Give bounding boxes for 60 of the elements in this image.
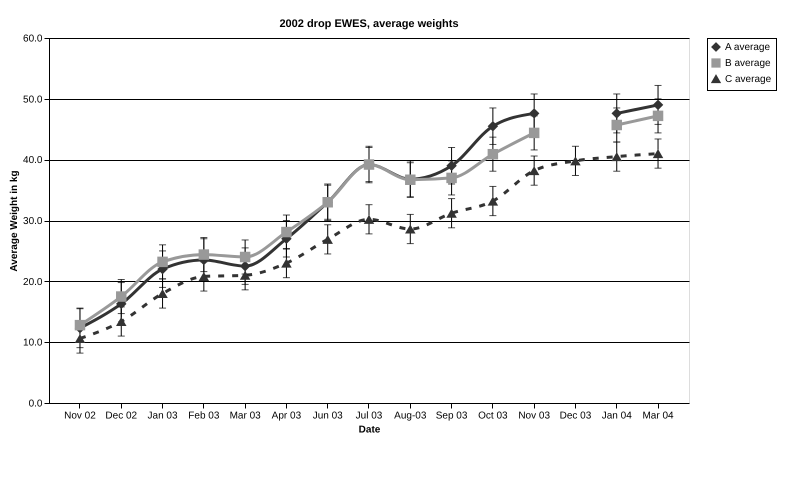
point xyxy=(488,148,498,160)
point xyxy=(240,252,250,262)
point xyxy=(198,249,210,260)
point xyxy=(157,256,168,268)
point xyxy=(528,108,540,119)
x-tick-label: Aug-03 xyxy=(394,410,427,422)
point xyxy=(198,272,210,282)
x-tick-label: Jul 03 xyxy=(356,410,383,422)
point xyxy=(612,108,622,119)
y-tick-label: 50.0 xyxy=(23,94,43,106)
x-tick-label: Dec 03 xyxy=(560,410,592,422)
x-tick-label: Sep 03 xyxy=(436,410,468,422)
point xyxy=(612,152,622,162)
chart-title: 2002 drop EWES, average weights xyxy=(279,18,459,30)
y-tick-label: 20.0 xyxy=(23,276,43,288)
point xyxy=(488,120,498,132)
y-tick-label: 60.0 xyxy=(23,34,43,44)
point xyxy=(240,270,250,280)
y-tick-label: 30.0 xyxy=(23,216,43,227)
point xyxy=(157,288,168,298)
legend-label: C average xyxy=(725,74,772,85)
point xyxy=(322,234,333,244)
y-tick-label: 0.0 xyxy=(28,398,43,410)
y-tick-label: 10.0 xyxy=(23,338,43,349)
point xyxy=(74,334,86,344)
x-tick-label: Apr 03 xyxy=(272,410,302,422)
point xyxy=(528,128,540,138)
point xyxy=(446,208,457,218)
y-axis-title: Average Weight in kg xyxy=(9,170,20,272)
point xyxy=(446,172,457,184)
x-tick-label: Mar 04 xyxy=(642,410,674,422)
x-tick-label: Jan 03 xyxy=(148,410,178,422)
point xyxy=(281,226,292,238)
x-tick-label: Feb 03 xyxy=(188,410,220,422)
x-tick-label: Jan 04 xyxy=(602,410,632,422)
x-tick-label: Oct 03 xyxy=(478,410,508,422)
point xyxy=(405,224,416,234)
point xyxy=(116,291,126,302)
point xyxy=(652,149,664,158)
x-tick-label: Nov 03 xyxy=(518,410,550,422)
point xyxy=(612,120,622,130)
x-axis-title: Date xyxy=(358,424,381,436)
point xyxy=(652,100,664,110)
x-tick-label: Dec 02 xyxy=(105,410,138,422)
point xyxy=(528,166,540,176)
x-tick-label: Jun 03 xyxy=(312,410,344,422)
x-tick-label: Mar 03 xyxy=(230,410,262,422)
point xyxy=(116,316,126,326)
y-tick-label: 40.0 xyxy=(23,155,43,166)
point xyxy=(652,110,664,122)
point xyxy=(74,320,86,330)
point xyxy=(570,156,581,166)
point xyxy=(281,258,292,268)
point xyxy=(240,260,250,272)
legend-label: B average xyxy=(725,58,772,69)
legend-label: A average xyxy=(725,42,770,53)
point xyxy=(488,196,498,206)
point xyxy=(446,160,457,171)
point xyxy=(364,214,374,224)
x-tick-label: Nov 02 xyxy=(64,410,96,422)
